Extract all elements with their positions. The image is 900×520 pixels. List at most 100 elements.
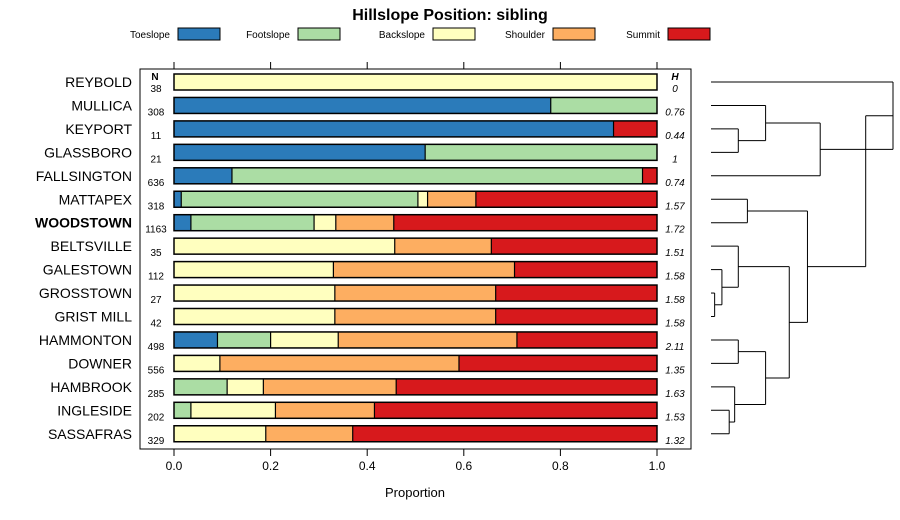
legend-swatch-summit	[667, 27, 711, 41]
legend-label-backslope: Backslope	[379, 30, 426, 41]
legend-label-toeslope: Toeslope	[130, 30, 170, 41]
bar-segment-summit	[516, 331, 657, 348]
legend: Toeslope Footslope Backslope Shoulder Summit	[130, 27, 711, 41]
row-hammonton: HAMMONTON 498 2.11	[39, 331, 685, 353]
row-sassafras: SASSAFRAS 329 1.32	[48, 425, 685, 447]
bar-segment-toeslope	[174, 97, 551, 114]
row-label: GALESTOWN	[43, 262, 132, 278]
bar-segment-summit	[613, 120, 657, 137]
bar-segment-summit	[495, 285, 657, 302]
bar-outline	[173, 143, 658, 162]
row-h-value: 1.35	[665, 365, 685, 376]
bar-segment-shoulder	[263, 378, 397, 395]
row-label: DOWNER	[68, 355, 132, 371]
bar-outline	[173, 307, 658, 326]
bar-segment-toeslope	[174, 144, 426, 161]
row-n-value: 329	[148, 436, 165, 447]
row-n-value: 498	[148, 342, 165, 353]
bar-outline	[173, 120, 658, 138]
x-axis-label: Proportion	[385, 485, 445, 500]
bar-segment-summit	[514, 261, 657, 278]
x-tick-label: 0.8	[552, 459, 569, 473]
bar-segment-shoulder	[265, 425, 353, 442]
bar-outline	[173, 237, 658, 255]
bar-outline	[173, 73, 658, 91]
row-hambrook: HAMBROOK 285 1.63	[50, 378, 685, 400]
bar-segment-shoulder	[394, 238, 492, 255]
bar-segment-toeslope	[174, 167, 232, 184]
legend-label-footslope: Footslope	[246, 30, 290, 41]
row-h-value: 0.44	[665, 131, 685, 142]
bar-segment-summit	[352, 425, 657, 442]
row-label: MULLICA	[71, 97, 132, 113]
row-ingleside: INGLESIDE 202 1.53	[57, 401, 685, 423]
row-n-value: 42	[150, 319, 162, 330]
row-h-value: 1.58	[665, 319, 685, 330]
bar-segment-summit	[491, 238, 657, 255]
row-beltsville: BELTSVILLE 35 1.51	[51, 237, 685, 259]
legend-swatch-footslope	[297, 27, 341, 41]
row-n-value: 21	[150, 154, 162, 165]
row-label: MATTAPEX	[59, 191, 133, 207]
bar-outline	[173, 190, 658, 208]
row-downer: DOWNER 556 1.35	[68, 354, 685, 376]
bar-outline	[173, 284, 658, 302]
plot-frame	[139, 68, 692, 450]
legend-swatch-backslope	[432, 27, 476, 41]
row-label: KEYPORT	[65, 121, 132, 137]
bar-segment-shoulder	[334, 285, 496, 302]
bar-segment-summit	[475, 191, 657, 208]
row-n-value: 636	[148, 178, 165, 189]
row-h-value: 1.57	[665, 201, 685, 212]
row-n-value: 27	[150, 295, 162, 306]
row-n-value: 308	[148, 107, 165, 118]
bar-segment-backslope	[227, 378, 264, 395]
row-label: FALLSINGTON	[36, 168, 132, 184]
legend-swatch-shoulder	[552, 27, 596, 41]
bar-segment-summit	[495, 308, 657, 325]
bar-outline	[173, 331, 658, 349]
bar-outline	[173, 96, 658, 115]
row-h-value: 1.58	[665, 272, 685, 283]
legend-swatch-toeslope	[177, 27, 221, 41]
row-label: GLASSBORO	[44, 144, 132, 160]
bar-segment-summit	[393, 214, 657, 231]
row-n-value: 35	[150, 248, 162, 259]
x-tick-label: 1.0	[649, 459, 666, 473]
bar-segment-summit	[458, 355, 657, 372]
row-mattapex: MATTAPEX 318 1.57	[59, 190, 685, 212]
row-n-value: 112	[148, 272, 164, 283]
bar-segment-toeslope	[174, 331, 218, 348]
bar-segment-shoulder	[219, 355, 459, 372]
x-tick-label: 0.0	[166, 459, 183, 473]
row-keyport: KEYPORT 11 0.44	[65, 120, 685, 142]
row-label: HAMBROOK	[50, 379, 132, 395]
row-n-value: 11	[151, 131, 162, 142]
row-h-value: 2.11	[665, 342, 685, 353]
row-label: INGLESIDE	[57, 402, 132, 418]
row-label: SASSAFRAS	[48, 426, 132, 442]
bar-segment-backslope	[174, 238, 395, 255]
row-label: HAMMONTON	[39, 332, 132, 348]
bar-segment-shoulder	[334, 308, 496, 325]
legend-label-shoulder: Shoulder	[505, 30, 546, 41]
row-glassboro: GLASSBORO 21 1	[44, 143, 678, 165]
row-grist-mill: GRIST MILL 42 1.58	[54, 307, 685, 330]
row-h-value: 0.74	[665, 178, 685, 189]
row-h-value: 1.72	[665, 225, 685, 236]
bar-segment-summit	[642, 167, 657, 184]
bar-segment-footslope	[190, 214, 315, 231]
bar-segment-toeslope	[174, 120, 614, 137]
bar-segment-footslope	[181, 191, 418, 208]
row-h-value: 1.51	[665, 248, 684, 259]
row-h-value: 1.63	[665, 389, 685, 400]
n-column-header: N	[151, 72, 158, 83]
bar-segment-backslope	[270, 331, 339, 348]
row-label: GROSSTOWN	[39, 285, 132, 301]
bar-segment-backslope	[190, 402, 276, 419]
row-label: BELTSVILLE	[51, 238, 132, 254]
bar-outline	[173, 213, 658, 232]
bar-outline	[173, 401, 658, 420]
